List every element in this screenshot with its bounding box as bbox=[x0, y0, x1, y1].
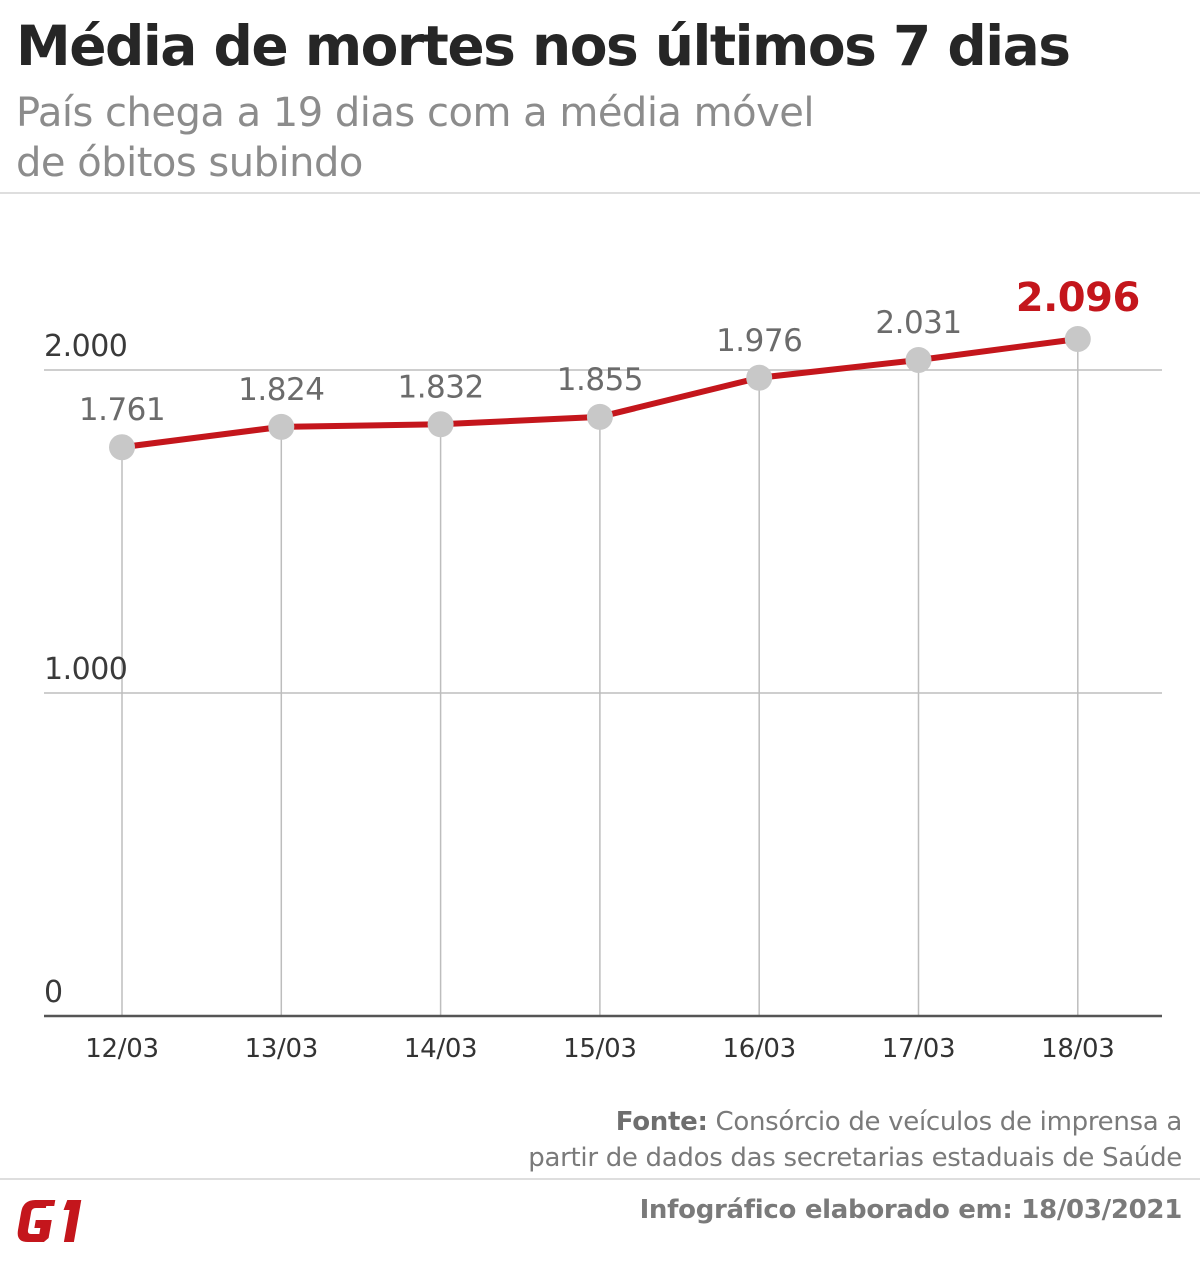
data-label: 1.832 bbox=[397, 369, 483, 405]
source-label: Fonte: bbox=[615, 1107, 708, 1137]
chart-title: Média de mortes nos últimos 7 dias bbox=[16, 14, 1071, 78]
data-point bbox=[427, 411, 454, 438]
x-tick-label: 15/03 bbox=[563, 1034, 636, 1064]
y-tick-label: 1.000 bbox=[44, 652, 127, 687]
x-tick-label: 16/03 bbox=[722, 1034, 795, 1064]
source-text-2: partir de dados das secretarias estaduai… bbox=[528, 1143, 1182, 1173]
x-tick-label: 18/03 bbox=[1041, 1034, 1114, 1064]
data-label: 1.855 bbox=[557, 362, 643, 398]
data-label: 1.976 bbox=[716, 323, 802, 359]
g1-logo bbox=[17, 1200, 82, 1242]
source-note: Fonte: Consórcio de veículos de imprensa… bbox=[422, 1104, 1182, 1176]
credit-line: Infográfico elaborado em: 18/03/2021 bbox=[639, 1195, 1183, 1225]
x-tick-label: 13/03 bbox=[245, 1034, 318, 1064]
subtitle-line-1: País chega a 19 dias com a média móvel bbox=[16, 90, 815, 136]
footer-divider bbox=[0, 1178, 1200, 1180]
data-point bbox=[905, 346, 932, 373]
data-label: 1.761 bbox=[79, 392, 165, 428]
data-point bbox=[1064, 325, 1091, 352]
x-tick-label: 17/03 bbox=[882, 1034, 955, 1064]
data-point bbox=[746, 364, 773, 391]
data-point bbox=[268, 413, 295, 440]
data-label: 2.031 bbox=[875, 305, 961, 341]
header-divider bbox=[0, 192, 1200, 194]
g1-logo-g-shape bbox=[17, 1200, 56, 1242]
data-point bbox=[586, 403, 613, 430]
data-point bbox=[109, 434, 135, 461]
subtitle-line-2: de óbitos subindo bbox=[16, 140, 363, 186]
g1-logo-one-shape bbox=[63, 1200, 82, 1242]
source-text-1: Consórcio de veículos de imprensa a bbox=[715, 1107, 1183, 1137]
chart-subtitle: País chega a 19 dias com a média móvel d… bbox=[16, 88, 1016, 188]
y-tick-label: 2.000 bbox=[44, 329, 127, 364]
data-label: 1.824 bbox=[238, 372, 324, 408]
highlight-value-label: 2.096 bbox=[1016, 275, 1140, 321]
x-tick-label: 14/03 bbox=[404, 1034, 477, 1064]
x-tick-label: 12/03 bbox=[85, 1034, 158, 1064]
line-chart: 0 1.000 2.000 12/03 13/03 14/03 15/03 16/03 17/0… bbox=[44, 275, 1162, 1064]
y-tick-label: 0 bbox=[44, 975, 63, 1010]
